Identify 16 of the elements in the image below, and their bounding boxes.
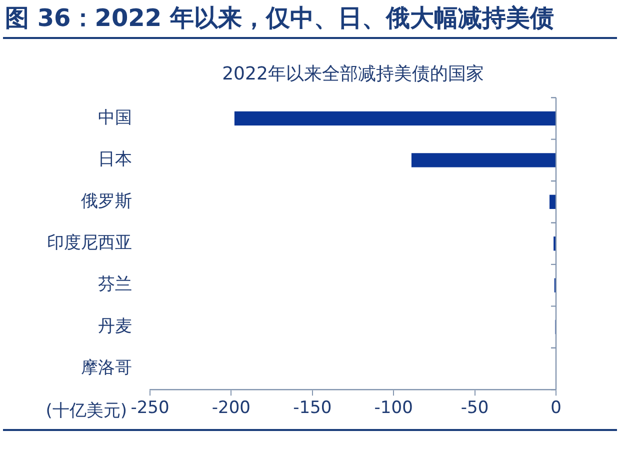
- x-tick-label: -200: [212, 398, 250, 418]
- x-tick-label: -150: [293, 398, 332, 418]
- y-tick-label: 芬兰: [98, 274, 132, 295]
- x-axis-title: (十亿美元): [46, 401, 127, 422]
- y-tick-label: 印度尼西亚: [47, 233, 132, 254]
- y-tick-label: 摩洛哥: [81, 358, 132, 378]
- x-tick-label: -50: [460, 398, 489, 418]
- x-tick-label: -100: [374, 398, 413, 418]
- chart-subtitle: 2022年以来全部减持美债的国家: [222, 63, 484, 84]
- y-tick-label: 俄罗斯: [81, 191, 132, 212]
- y-tick-label: 中国: [98, 108, 132, 128]
- y-tick-label: 日本: [98, 150, 132, 170]
- x-tick-label: -250: [130, 398, 170, 418]
- chart-title: 图 36：2022 年以来，仅中、日、俄大幅减持美债: [5, 3, 554, 34]
- x-tick-label: 0: [550, 398, 562, 418]
- y-tick-label: 丹麦: [98, 316, 132, 336]
